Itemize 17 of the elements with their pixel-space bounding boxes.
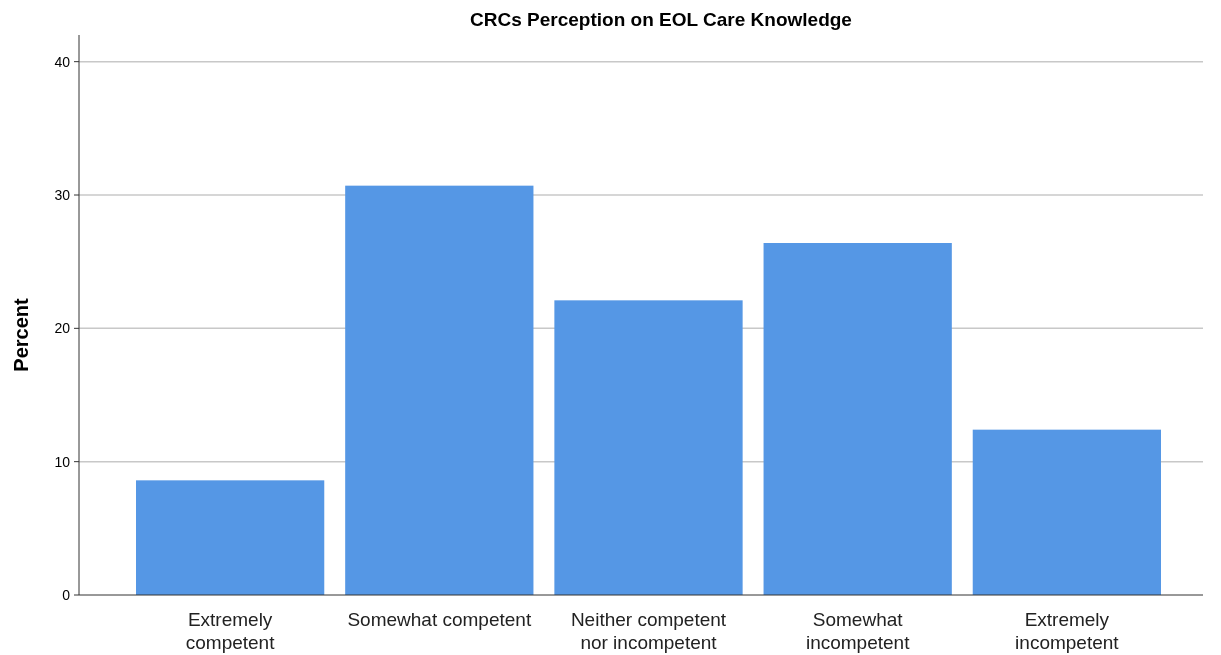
- x-tick-label: Extremely competent: [185, 609, 276, 653]
- bar: [763, 243, 952, 595]
- y-tick-label: 10: [54, 453, 71, 470]
- y-tick-label: 40: [54, 53, 71, 70]
- bar: [554, 300, 743, 595]
- y-tick-label: 0: [62, 586, 71, 603]
- y-axis-title: Percent: [10, 297, 32, 372]
- x-tick-label: Extremely incompetent: [1015, 609, 1120, 653]
- bar: [136, 480, 325, 595]
- x-tick-label: Somewhat incompetent: [805, 609, 911, 653]
- y-tick-label: 30: [54, 186, 71, 203]
- bar: [345, 185, 534, 595]
- bar: [972, 429, 1161, 595]
- y-tick-label: 20: [54, 320, 71, 337]
- x-tick-label: Neither competent nor incompetent: [570, 609, 727, 653]
- x-tick-label: Somewhat competent: [347, 609, 532, 630]
- chart-title: CRCs Perception on EOL Care Knowledge: [470, 9, 852, 30]
